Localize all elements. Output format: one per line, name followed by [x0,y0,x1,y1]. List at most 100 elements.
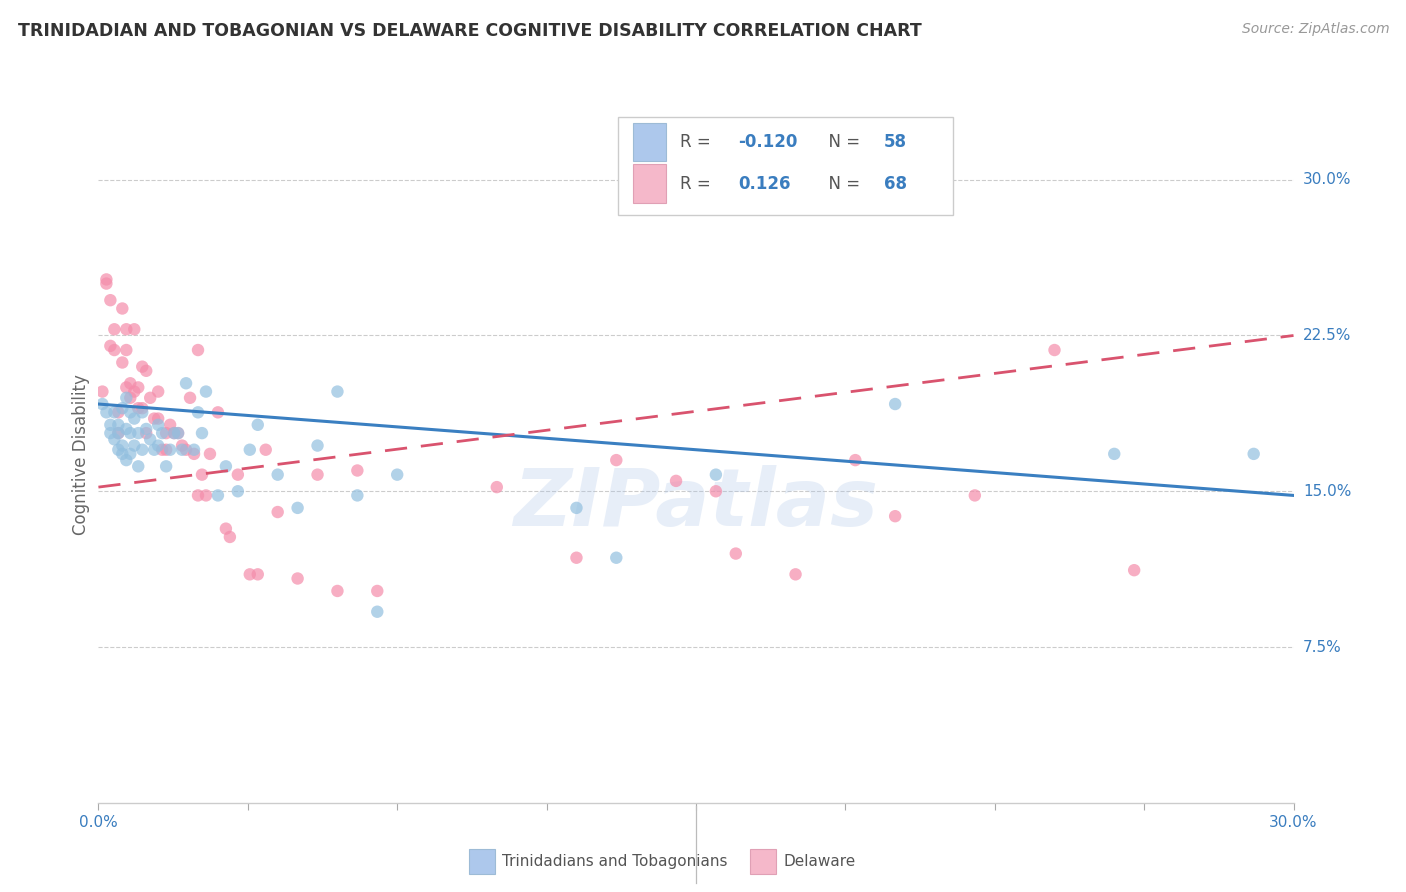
Point [96,277,118,291]
Point [96,272,118,286]
Point [187,488,209,502]
Point [103,343,125,357]
Point [198,447,221,461]
Point [605,453,627,467]
Point [194,384,218,399]
Point [131,401,153,416]
Point [127,380,149,394]
Point [485,480,508,494]
Point [704,484,727,499]
Point [226,484,249,499]
FancyBboxPatch shape [749,849,776,874]
Text: 7.5%: 7.5% [1303,640,1341,655]
Point [385,467,409,482]
Point [665,474,688,488]
Point [1102,447,1125,461]
FancyBboxPatch shape [470,849,495,874]
Point [307,439,329,453]
Point [150,426,173,441]
Point [246,417,269,432]
Point [139,391,162,405]
Text: N =: N = [818,133,865,151]
Point [120,391,142,405]
Point [1043,343,1066,357]
Point [287,572,309,586]
Text: 22.5%: 22.5% [1303,328,1351,343]
Point [207,488,229,502]
FancyBboxPatch shape [619,118,953,215]
Point [98,417,122,432]
Point [172,442,194,457]
Point [183,447,205,461]
Point [111,439,134,453]
Point [565,500,588,515]
Point [155,426,177,441]
Text: 68: 68 [883,175,907,193]
Text: R =: R = [681,133,717,151]
Text: 0.126: 0.126 [738,175,790,193]
Point [127,426,149,441]
Point [120,426,142,441]
Point [159,417,181,432]
Point [307,467,329,482]
Point [326,584,349,599]
Point [107,405,129,419]
Point [124,411,146,425]
Point [131,405,153,419]
Point [143,442,166,457]
Point [120,405,142,419]
Point [239,567,262,582]
Point [884,509,907,524]
Point [1243,447,1265,461]
Point [98,339,122,353]
Point [326,384,349,399]
Point [844,453,866,467]
Text: Source: ZipAtlas.com: Source: ZipAtlas.com [1241,22,1389,37]
Point [179,391,201,405]
Point [187,343,209,357]
Point [115,391,138,405]
Point [124,384,146,399]
Point [785,567,807,582]
Point [103,433,125,447]
Point [194,488,218,502]
Text: Delaware: Delaware [783,855,855,870]
Point [120,447,142,461]
Text: Trinidadians and Tobagonians: Trinidadians and Tobagonians [502,855,728,870]
Point [1123,563,1146,577]
Point [96,405,118,419]
Point [111,301,134,316]
Point [111,401,134,416]
Point [124,322,146,336]
FancyBboxPatch shape [633,123,666,161]
Point [163,426,186,441]
Point [115,380,138,394]
Point [239,442,262,457]
Point [111,447,134,461]
Text: TRINIDADIAN AND TOBAGONIAN VS DELAWARE COGNITIVE DISABILITY CORRELATION CHART: TRINIDADIAN AND TOBAGONIAN VS DELAWARE C… [18,22,922,40]
Point [115,453,138,467]
Point [246,567,269,582]
Point [174,442,197,457]
Point [148,384,170,399]
FancyBboxPatch shape [633,164,666,202]
Point [148,417,170,432]
Text: ZIPatlas: ZIPatlas [513,465,879,542]
Point [107,426,129,441]
Text: 58: 58 [883,133,907,151]
Point [167,426,190,441]
Point [120,376,142,391]
Point [124,439,146,453]
Text: -0.120: -0.120 [738,133,797,151]
Point [366,584,388,599]
Point [267,505,290,519]
Point [98,293,122,308]
Point [191,467,214,482]
Point [103,405,125,419]
Point [215,459,238,474]
Point [135,426,157,441]
Point [115,343,138,357]
Point [148,411,170,425]
Point [127,459,149,474]
Point [98,426,122,441]
